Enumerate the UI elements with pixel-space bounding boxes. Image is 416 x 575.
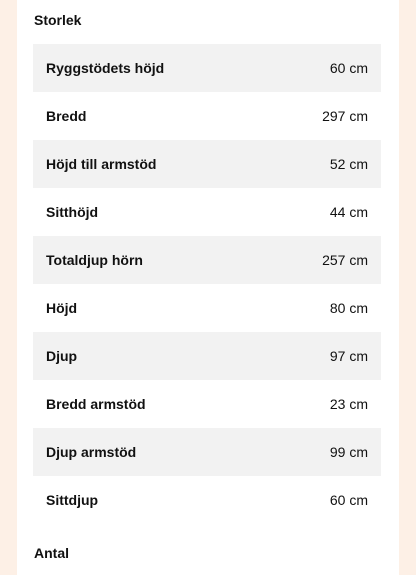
size-spec-table: Ryggstödets höjd 60 cm Bredd 297 cm Höjd… xyxy=(33,44,381,524)
spec-value: 23 cm xyxy=(329,396,368,412)
spec-row-backrest-height: Ryggstödets höjd 60 cm xyxy=(33,44,381,92)
spec-row-depth: Djup 97 cm xyxy=(33,332,381,380)
product-details-panel: Storlek Ryggstödets höjd 60 cm Bredd 297… xyxy=(17,0,399,575)
spec-label: Höjd till armstöd xyxy=(46,156,157,172)
spec-value: 99 cm xyxy=(329,444,368,460)
spec-label: Djup armstöd xyxy=(46,444,137,460)
spec-label: Sitthöjd xyxy=(46,204,99,220)
spec-label: Totaldjup hörn xyxy=(46,252,143,268)
spec-value: 60 cm xyxy=(329,492,368,508)
spec-row-armrest-width: Bredd armstöd 23 cm xyxy=(33,380,381,428)
spec-label: Djup xyxy=(46,348,78,364)
spec-value: 257 cm xyxy=(322,252,368,268)
spec-value: 44 cm xyxy=(329,204,368,220)
spec-row-seat-depth: Sittdjup 60 cm xyxy=(33,476,381,524)
section-title-storlek: Storlek xyxy=(34,12,82,28)
section-title-antal: Antal xyxy=(34,545,69,561)
spec-label: Ryggstödets höjd xyxy=(46,60,165,76)
spec-row-armrest-height: Höjd till armstöd 52 cm xyxy=(33,140,381,188)
spec-value: 297 cm xyxy=(322,108,368,124)
spec-row-armrest-depth: Djup armstöd 99 cm xyxy=(33,428,381,476)
spec-row-total-depth-corner: Totaldjup hörn 257 cm xyxy=(33,236,381,284)
spec-row-seat-height: Sitthöjd 44 cm xyxy=(33,188,381,236)
spec-value: 52 cm xyxy=(329,156,368,172)
spec-value: 97 cm xyxy=(329,348,368,364)
spec-label: Bredd xyxy=(46,108,87,124)
spec-row-width: Bredd 297 cm xyxy=(33,92,381,140)
spec-value: 60 cm xyxy=(329,60,368,76)
spec-label: Höjd xyxy=(46,300,78,316)
spec-label: Bredd armstöd xyxy=(46,396,146,412)
spec-row-height: Höjd 80 cm xyxy=(33,284,381,332)
spec-label: Sittdjup xyxy=(46,492,99,508)
spec-value: 80 cm xyxy=(329,300,368,316)
